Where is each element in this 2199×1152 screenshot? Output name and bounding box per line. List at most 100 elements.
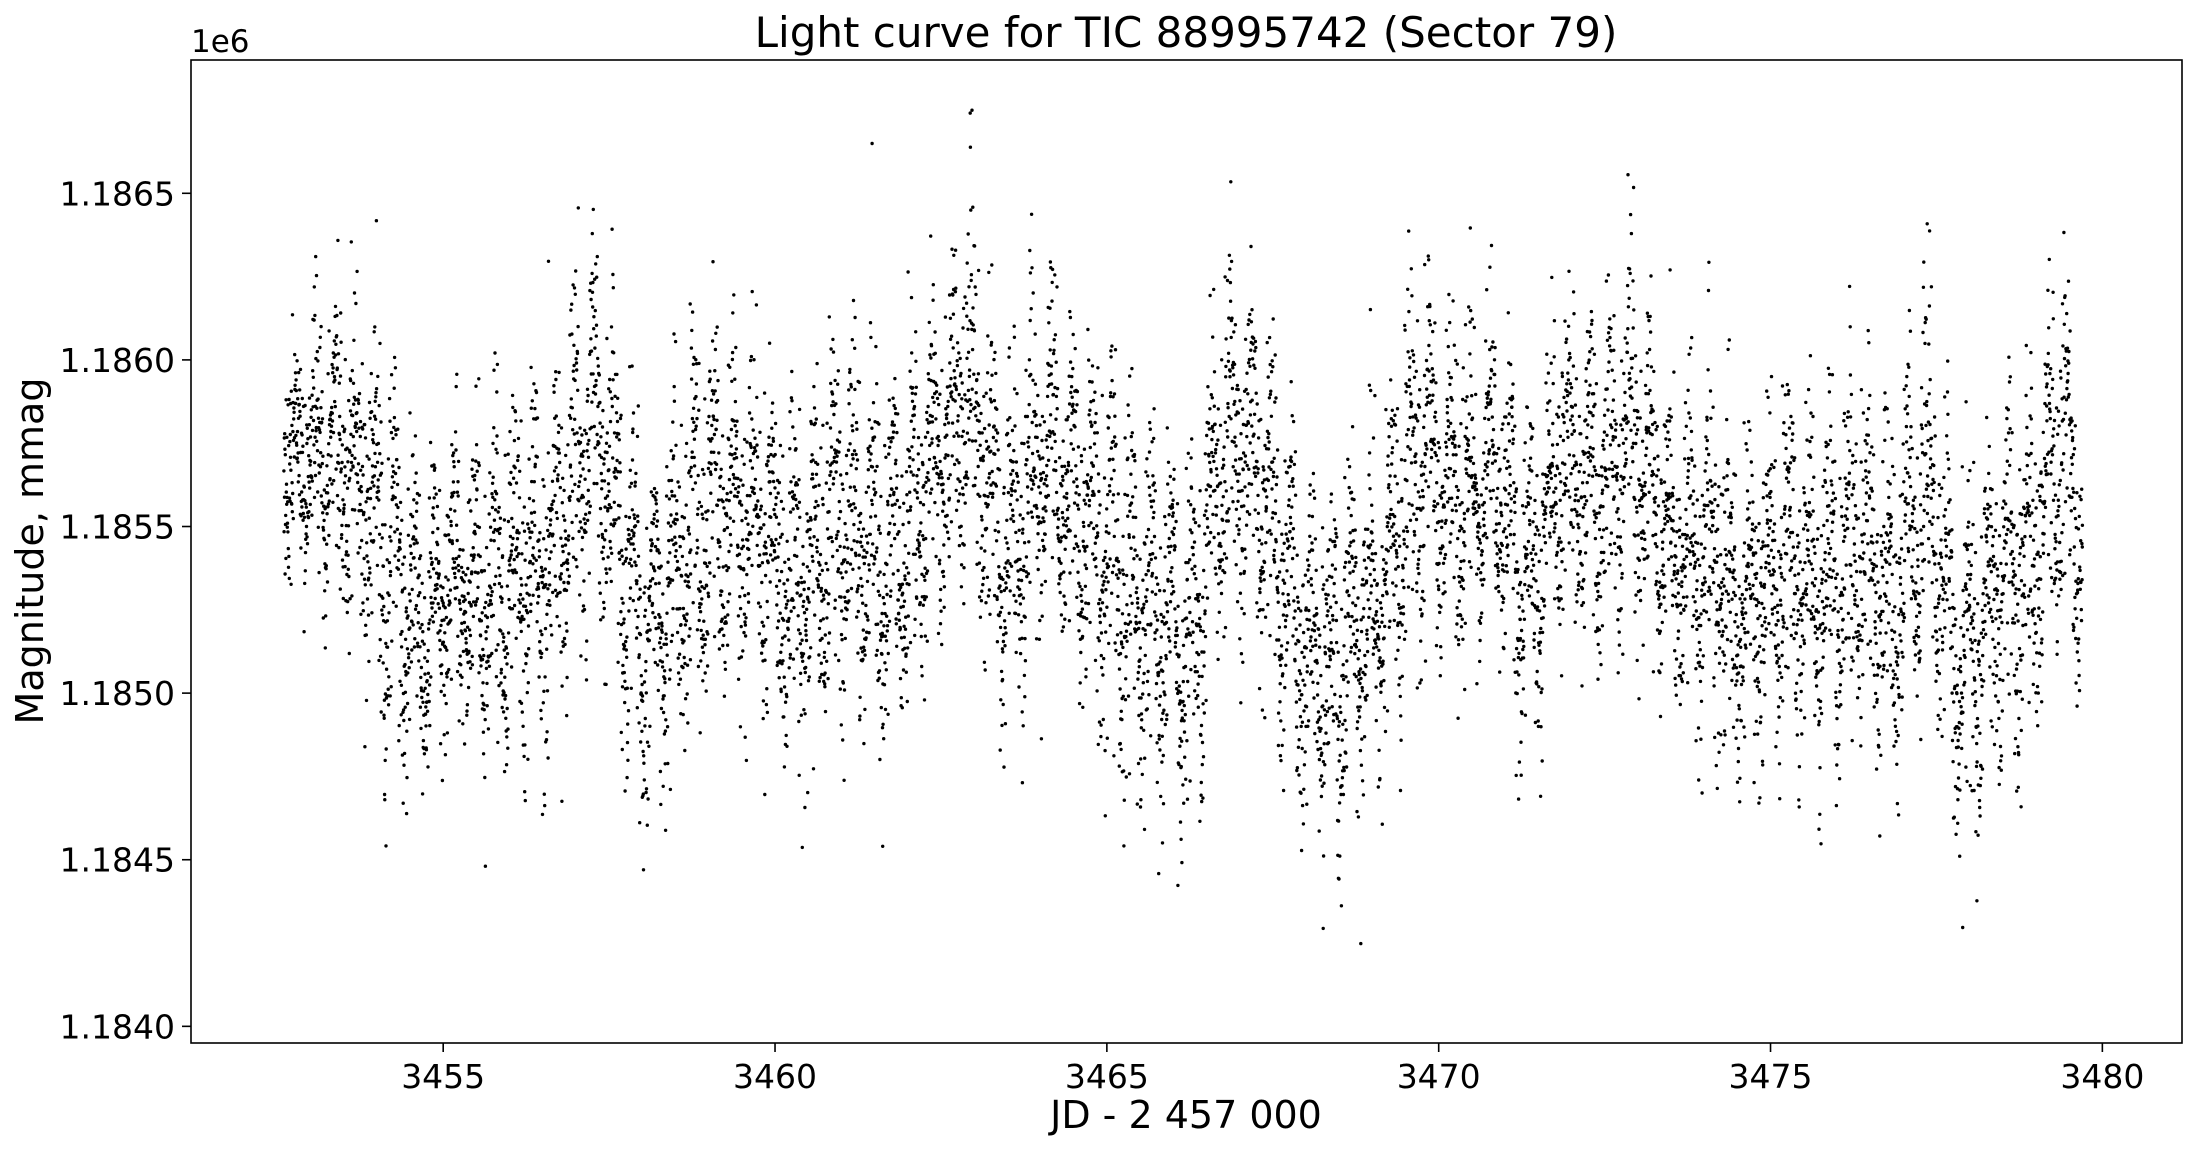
data-point [628, 586, 633, 590]
data-point [407, 592, 412, 596]
data-point [1276, 743, 1281, 748]
data-point [1074, 491, 1078, 495]
data-point [666, 761, 670, 766]
data-point [778, 659, 782, 663]
data-point [1201, 629, 1206, 634]
data-point [848, 562, 853, 566]
data-point [857, 566, 861, 570]
data-point [337, 545, 341, 550]
data-point [1250, 357, 1255, 361]
data-point [297, 473, 301, 478]
data-point [352, 402, 356, 406]
data-point [1245, 434, 1249, 439]
data-point [973, 483, 977, 488]
data-point [857, 527, 861, 531]
data-point [604, 441, 609, 445]
data-point [1264, 541, 1268, 545]
data-point [1263, 615, 1268, 619]
data-point [387, 396, 392, 401]
data-point [605, 431, 609, 435]
data-point [1003, 566, 1007, 570]
data-point [527, 593, 531, 597]
data-point [1269, 467, 1273, 472]
data-point [986, 494, 990, 499]
data-point [621, 562, 625, 566]
data-point [796, 628, 801, 632]
data-point [729, 464, 734, 468]
data-point [895, 474, 899, 478]
data-point [719, 467, 723, 471]
data-point [627, 561, 631, 565]
data-point [648, 724, 652, 728]
data-point [499, 585, 504, 589]
data-point [590, 231, 594, 236]
data-point [853, 346, 857, 350]
data-point [441, 640, 446, 644]
data-point [858, 714, 862, 718]
data-point [661, 710, 666, 715]
data-point [355, 473, 360, 477]
data-point [1005, 518, 1009, 522]
data-point [409, 568, 413, 572]
data-point [1025, 472, 1029, 476]
data-point [973, 476, 978, 480]
data-point [396, 558, 401, 562]
data-point [1097, 489, 1101, 494]
data-point [578, 461, 582, 465]
data-point [1210, 424, 1215, 429]
data-point [506, 452, 510, 456]
data-point [1073, 534, 1078, 538]
data-point [867, 568, 872, 572]
data-point [1211, 429, 1216, 434]
data-point [740, 586, 745, 590]
data-point [1260, 542, 1264, 546]
data-point [1073, 409, 1078, 414]
data-point [888, 445, 892, 449]
data-point [736, 476, 740, 481]
data-point [938, 459, 942, 464]
data-point [1074, 464, 1078, 468]
data-point [1249, 348, 1253, 352]
data-point [477, 671, 481, 675]
data-point [950, 390, 954, 394]
data-point [477, 377, 481, 381]
data-point [644, 691, 648, 695]
data-point [824, 590, 829, 594]
data-point [560, 501, 564, 505]
data-point [888, 553, 892, 557]
data-point [342, 481, 347, 485]
data-point [355, 411, 359, 415]
data-point [1180, 708, 1184, 713]
data-point [540, 632, 544, 637]
data-point [632, 513, 636, 517]
data-point [826, 602, 830, 606]
data-point [474, 443, 479, 447]
data-point [659, 564, 663, 568]
data-point [1192, 517, 1196, 521]
data-point [1229, 180, 1233, 184]
data-point [874, 344, 878, 349]
data-point [1214, 467, 1219, 471]
data-point [764, 702, 769, 707]
data-point [630, 364, 634, 368]
data-point [1014, 599, 1018, 603]
data-point [1191, 510, 1196, 514]
data-point [733, 451, 737, 456]
data-point [1079, 650, 1083, 655]
data-point [320, 420, 324, 425]
data-point [1230, 486, 1234, 490]
data-point [766, 615, 770, 620]
data-point [391, 464, 395, 468]
data-point [431, 567, 436, 571]
data-point [629, 536, 633, 541]
data-point [321, 528, 326, 532]
data-point [304, 532, 308, 536]
data-point [600, 425, 605, 429]
data-point [325, 542, 329, 546]
data-point [575, 565, 579, 569]
data-point [573, 378, 577, 383]
data-point [889, 440, 893, 444]
data-point [368, 532, 372, 536]
data-point [940, 642, 944, 647]
data-point [854, 452, 858, 457]
